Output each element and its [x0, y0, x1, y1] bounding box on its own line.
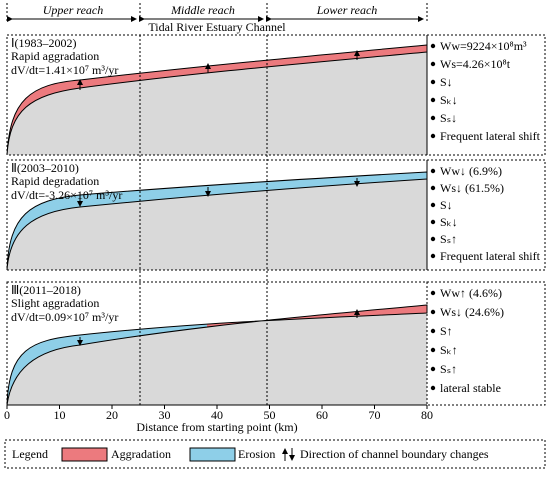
bullet — [430, 115, 436, 121]
note: Ww↑ (4.6%) — [440, 286, 502, 300]
bullet — [430, 385, 436, 391]
header: Upper reach Middle reach Lower reach Tid… — [6, 3, 428, 34]
panel-3 — [6, 304, 428, 406]
bullet — [430, 133, 436, 139]
note: Sₖ↑ — [440, 343, 458, 357]
rate: dV/dt=1.41×10⁷ m³/yr — [11, 63, 118, 77]
rate: dV/dt=0.09×10⁷ m³/yr — [11, 310, 118, 324]
note: Sₖ↓ — [440, 215, 458, 229]
note: Frequent lateral shift — [440, 249, 541, 263]
bullet — [430, 43, 436, 49]
tick-label: 20 — [106, 408, 118, 422]
bullet — [430, 79, 436, 85]
reach: Lower reach — [316, 3, 378, 17]
note: Ws↓ (61.5%) — [440, 181, 504, 195]
bullet — [430, 290, 436, 296]
note: Sₛ↓ — [440, 111, 457, 125]
bullet — [430, 97, 436, 103]
note: Ww=9224×10⁸m³ — [440, 39, 527, 53]
period: Ⅰ(1983–2002) — [11, 36, 77, 50]
tick-label: 70 — [369, 408, 381, 422]
note: S↓ — [440, 75, 453, 89]
frames — [4, 34, 546, 469]
period: Ⅱ(2003–2010) — [11, 161, 79, 175]
rate: dV/dt=-3.26×10⁷ m³/yr — [11, 188, 122, 202]
reach: Middle reach — [170, 3, 235, 17]
reach: Upper reach — [43, 3, 104, 17]
note: Sₛ↑ — [440, 232, 457, 246]
note: Ws↓ (24.6%) — [440, 305, 504, 319]
note: Ww↓ (6.9%) — [440, 164, 502, 178]
legend-item: Erosion — [238, 447, 275, 461]
legend-item: Aggradation — [111, 447, 171, 461]
bullet — [430, 185, 436, 191]
tick-label: 50 — [264, 408, 276, 422]
legend: Legend Aggradation Erosion Direction of … — [12, 447, 489, 462]
bullet — [430, 253, 436, 259]
tick-label: 10 — [54, 408, 66, 422]
period: Ⅲ(2011–2018) — [11, 283, 81, 297]
tick-label: 0 — [4, 408, 10, 422]
bullet — [430, 328, 436, 334]
note: S↓ — [440, 198, 453, 212]
trend: Rapid degradation — [11, 174, 99, 188]
trend: Slight aggradation — [11, 296, 99, 310]
tick-label: 40 — [211, 408, 223, 422]
note: S↑ — [440, 324, 453, 338]
tick-label: 80 — [421, 408, 433, 422]
bullet — [430, 309, 436, 315]
legend-item: Direction of channel boundary changes — [300, 447, 489, 461]
tick-label: 30 — [159, 408, 171, 422]
channel-title: Tidal River Estuary Channel — [148, 20, 286, 34]
bullet — [430, 347, 436, 353]
bullet — [430, 219, 436, 225]
tick-label: 60 — [316, 408, 328, 422]
trend: Rapid aggradation — [11, 49, 99, 63]
note: Sₖ↓ — [440, 93, 458, 107]
legend-title: Legend — [12, 447, 48, 461]
bullet — [430, 366, 436, 372]
bullet — [430, 236, 436, 242]
note: lateral stable — [440, 381, 501, 395]
arrows — [77, 50, 360, 346]
bullet — [430, 202, 436, 208]
note: Frequent lateral shift — [440, 129, 541, 143]
note: Ws=4.26×10⁸t — [440, 57, 511, 71]
bullet — [430, 61, 436, 67]
bullet — [430, 168, 436, 174]
note: Sₛ↑ — [440, 362, 457, 376]
x-axis-label: Distance from starting point (km) — [136, 420, 297, 434]
